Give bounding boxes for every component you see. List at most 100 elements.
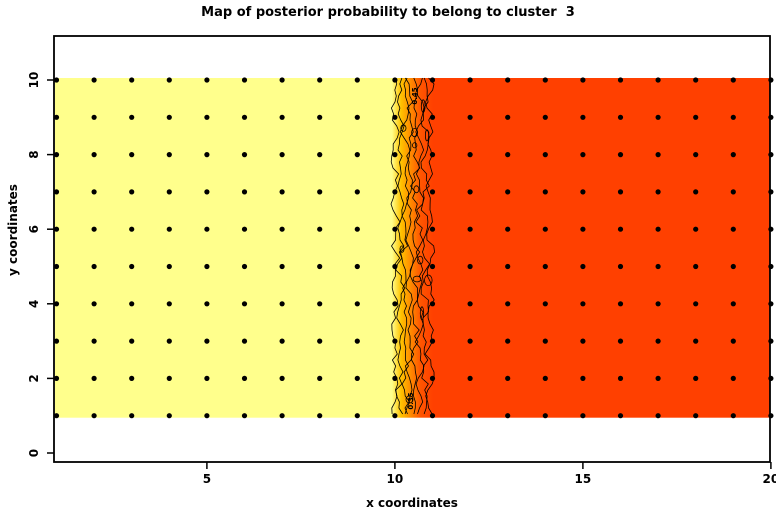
- data-point: [505, 114, 511, 120]
- data-point: [279, 226, 285, 232]
- data-point: [505, 413, 511, 419]
- data-point: [166, 152, 172, 158]
- data-point: [91, 301, 97, 307]
- x-tick-label: 5: [203, 472, 211, 486]
- data-point: [467, 77, 473, 83]
- data-point: [730, 152, 736, 158]
- data-point: [617, 77, 624, 83]
- data-point: [429, 226, 436, 232]
- data-point: [241, 338, 248, 344]
- data-point: [467, 375, 473, 381]
- probability-field: [55, 78, 770, 418]
- data-point: [241, 375, 248, 381]
- data-point: [505, 226, 511, 232]
- x-tick-label: 10: [387, 472, 404, 486]
- data-point: [693, 413, 699, 419]
- data-point: [204, 189, 210, 195]
- data-point: [693, 152, 699, 158]
- data-point: [467, 413, 473, 419]
- data-point: [317, 301, 323, 307]
- data-point: [129, 226, 135, 232]
- data-point: [580, 338, 586, 344]
- data-point: [392, 301, 398, 307]
- data-point: [542, 375, 548, 381]
- data-point: [429, 152, 436, 158]
- data-point: [53, 114, 60, 120]
- data-point: [317, 413, 323, 419]
- data-point: [166, 114, 172, 120]
- y-tick-label: 2: [27, 374, 41, 382]
- data-point: [204, 152, 210, 158]
- data-point: [91, 338, 97, 344]
- contour-level-label: 0.45: [411, 87, 419, 104]
- data-point: [279, 114, 285, 120]
- data-point: [542, 152, 548, 158]
- data-point: [392, 77, 398, 83]
- data-point: [467, 189, 473, 195]
- data-point: [655, 263, 661, 270]
- data-point: [617, 413, 624, 419]
- data-point: [429, 114, 436, 120]
- data-point: [166, 77, 172, 83]
- low-probability-region: [55, 78, 392, 418]
- data-point: [204, 226, 210, 232]
- data-point: [241, 301, 248, 307]
- data-point: [730, 375, 736, 381]
- data-point: [354, 226, 360, 232]
- y-axis: 0 2 4 6 8 10: [27, 72, 54, 457]
- data-point: [392, 189, 398, 195]
- data-point: [204, 338, 210, 344]
- data-point: [542, 189, 548, 195]
- data-point: [317, 152, 323, 158]
- data-point: [204, 375, 210, 381]
- data-point: [542, 226, 548, 232]
- data-point: [467, 301, 473, 307]
- y-tick-label: 10: [27, 72, 41, 89]
- data-point: [655, 301, 661, 307]
- data-point: [392, 226, 398, 232]
- data-point: [317, 114, 323, 120]
- data-point: [53, 77, 60, 83]
- data-point: [429, 263, 436, 270]
- data-point: [166, 375, 172, 381]
- data-point: [768, 413, 774, 419]
- data-point: [580, 413, 586, 419]
- data-point: [354, 338, 360, 344]
- data-point: [730, 338, 736, 344]
- data-point: [768, 77, 774, 83]
- data-point: [617, 226, 624, 232]
- x-axis-label: x coordinates: [366, 496, 458, 510]
- data-point: [204, 77, 210, 83]
- contour-labels: 0.35 0.45: [407, 87, 419, 409]
- data-point: [505, 189, 511, 195]
- data-point: [354, 152, 360, 158]
- data-point: [617, 114, 624, 120]
- data-point: [53, 338, 60, 344]
- data-point: [241, 413, 248, 419]
- data-point: [617, 338, 624, 344]
- data-point: [429, 189, 436, 195]
- data-point: [429, 338, 436, 344]
- y-tick-label: 6: [27, 225, 41, 233]
- data-point: [730, 263, 736, 270]
- data-point: [617, 152, 624, 158]
- contour-lines: [390, 77, 436, 415]
- data-point: [693, 263, 699, 270]
- data-point: [580, 152, 586, 158]
- y-tick-label: 8: [27, 150, 41, 158]
- data-point: [392, 413, 398, 419]
- data-point: [129, 375, 135, 381]
- data-point: [53, 301, 60, 307]
- data-point-grid: [53, 77, 774, 419]
- data-point: [730, 114, 736, 120]
- data-point: [768, 338, 774, 344]
- data-point: [279, 189, 285, 195]
- data-point: [166, 301, 172, 307]
- data-point: [91, 375, 97, 381]
- data-point: [392, 114, 398, 120]
- data-point: [693, 301, 699, 307]
- y-tick-label: 0: [27, 449, 41, 457]
- data-point: [129, 114, 135, 120]
- data-point: [354, 413, 360, 419]
